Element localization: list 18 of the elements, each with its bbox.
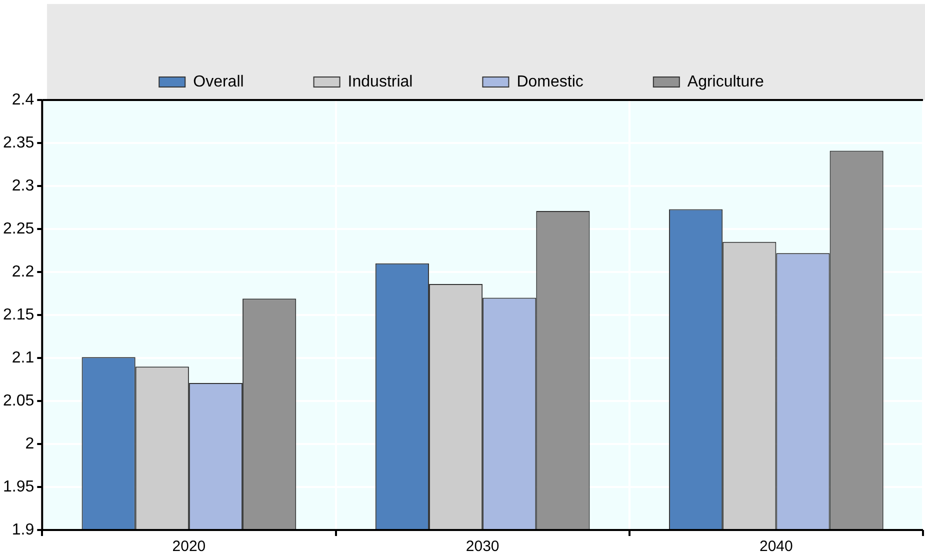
y-tick-label: 2.4: [12, 91, 34, 108]
y-tick-label: 2.35: [3, 134, 34, 152]
y-tick-label: 1.9: [12, 521, 34, 538]
y-tick-label: 2.3: [12, 177, 34, 194]
y-tick-label: 2.2: [12, 263, 34, 280]
legend-label: Domestic: [516, 73, 584, 90]
x-tick-label: 2030: [466, 538, 500, 556]
x-tick-label: 2020: [172, 538, 206, 556]
y-tick-label: 2.15: [3, 306, 34, 324]
y-tick-label: 1.95: [3, 478, 34, 496]
x-tick-label: 2040: [760, 538, 793, 556]
legend-label: Industrial: [348, 73, 413, 90]
y-tick-label: 2: [25, 435, 34, 452]
y-tick-label: 2.25: [3, 220, 34, 238]
legend-label: Overall: [193, 73, 244, 90]
y-tick-label: 2.1: [12, 349, 34, 366]
legend-label: Agriculture: [687, 73, 764, 90]
y-tick-label: 2.05: [3, 392, 34, 410]
